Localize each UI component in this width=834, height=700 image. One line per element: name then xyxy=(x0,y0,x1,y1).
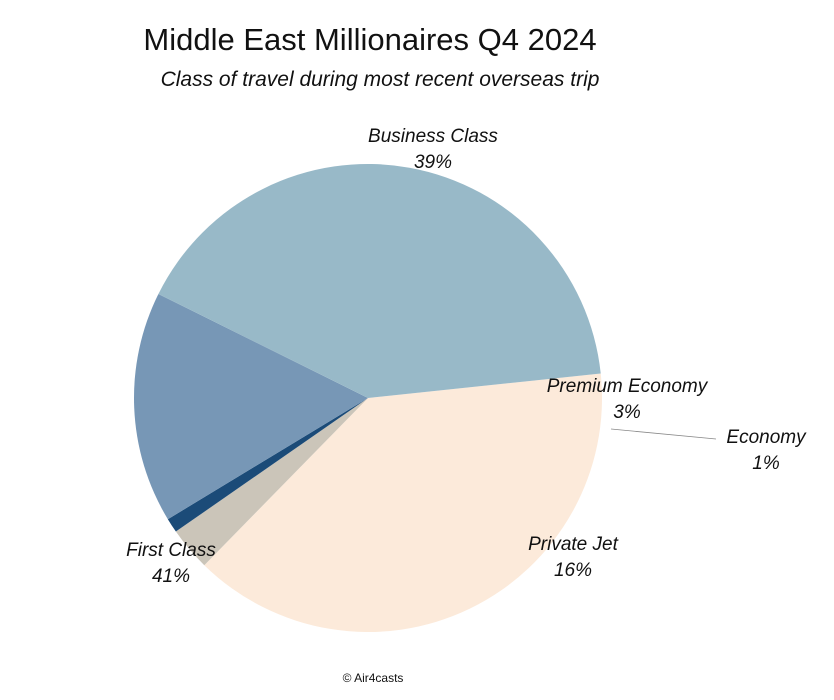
chart-subtitle: Class of travel during most recent overs… xyxy=(160,68,600,91)
pie-slice-first-class xyxy=(158,163,601,398)
slice-value-private-jet: 16% xyxy=(554,560,592,581)
pie-slice-private-jet xyxy=(133,293,368,520)
chart-title: Middle East Millionaires Q4 2024 xyxy=(143,22,597,57)
slice-value-premium-economy: 3% xyxy=(613,402,641,423)
pie-slice-business-class xyxy=(204,373,603,633)
copyright-credit: © Air4casts xyxy=(342,671,404,685)
slice-label-economy: Economy xyxy=(726,427,807,448)
slice-value-economy: 1% xyxy=(752,453,780,474)
slice-value-business-class: 39% xyxy=(414,152,452,173)
pie-slice-economy xyxy=(167,398,368,532)
leader-line-economy xyxy=(610,428,717,440)
pie-slice-premium-economy xyxy=(175,398,368,566)
slice-label-business-class: Business Class xyxy=(368,126,498,147)
slice-label-first-class: First Class xyxy=(126,540,216,561)
slice-value-first-class: 41% xyxy=(152,566,190,587)
slice-label-premium-economy: Premium Economy xyxy=(547,376,709,397)
slice-label-private-jet: Private Jet xyxy=(528,534,618,555)
